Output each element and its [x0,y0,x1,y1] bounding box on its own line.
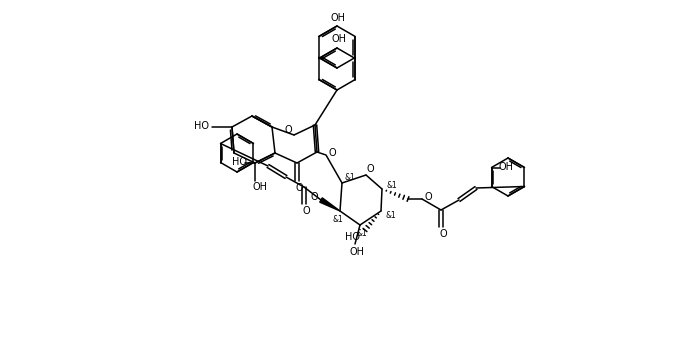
Text: &1: &1 [332,214,344,223]
Text: O: O [295,183,303,193]
Text: HO: HO [346,232,360,242]
Text: OH: OH [498,161,513,171]
Text: &1: &1 [386,211,396,220]
Text: OH: OH [350,247,364,257]
Text: O: O [366,164,374,174]
Text: HO: HO [194,121,210,131]
Text: &1: &1 [387,180,398,189]
Text: OH: OH [253,182,267,192]
Text: &1: &1 [345,172,355,181]
Text: O: O [439,229,447,239]
Text: O: O [284,125,291,135]
Text: O: O [302,206,310,216]
Polygon shape [320,198,340,211]
Text: HO: HO [232,156,247,167]
Text: &1: &1 [357,229,367,238]
Text: O: O [328,148,336,158]
Text: OH: OH [330,13,346,23]
Text: O: O [310,192,318,202]
Text: OH: OH [332,34,346,44]
Text: O: O [424,192,432,202]
